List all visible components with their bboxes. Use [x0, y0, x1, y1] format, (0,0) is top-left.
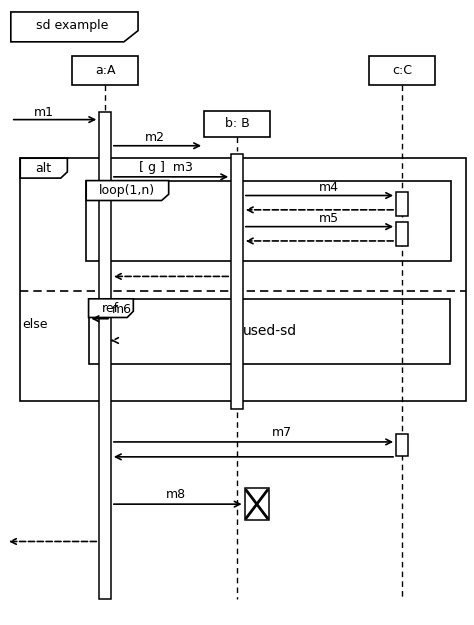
Bar: [396, 192, 408, 216]
Polygon shape: [20, 158, 67, 178]
Text: m4: m4: [319, 181, 339, 194]
Polygon shape: [11, 12, 138, 42]
Bar: [204, 111, 270, 137]
Text: m6: m6: [111, 303, 132, 316]
Bar: [245, 488, 269, 521]
Text: else: else: [23, 319, 48, 331]
Bar: [231, 154, 243, 409]
Bar: [396, 222, 408, 246]
Text: c:C: c:C: [392, 64, 412, 77]
Text: m7: m7: [272, 426, 292, 439]
Text: loop(1,n): loop(1,n): [99, 184, 155, 197]
Text: m8: m8: [166, 488, 186, 501]
Bar: [86, 181, 451, 261]
Bar: [369, 56, 435, 86]
Text: ref: ref: [102, 302, 119, 314]
Text: a:A: a:A: [95, 64, 115, 77]
Text: b: B: b: B: [225, 118, 249, 131]
Text: m1: m1: [34, 106, 54, 119]
Text: m2: m2: [145, 131, 164, 144]
Text: [ g ]  m3: [ g ] m3: [139, 161, 193, 174]
Bar: [89, 299, 450, 364]
Bar: [20, 158, 465, 401]
Bar: [72, 56, 138, 86]
Polygon shape: [89, 299, 133, 318]
Text: sd example: sd example: [36, 19, 108, 32]
Bar: [99, 112, 111, 599]
Polygon shape: [86, 181, 169, 201]
Text: used-sd: used-sd: [243, 324, 297, 338]
Text: alt: alt: [35, 162, 51, 174]
Bar: [396, 434, 408, 456]
Text: m5: m5: [319, 212, 339, 225]
